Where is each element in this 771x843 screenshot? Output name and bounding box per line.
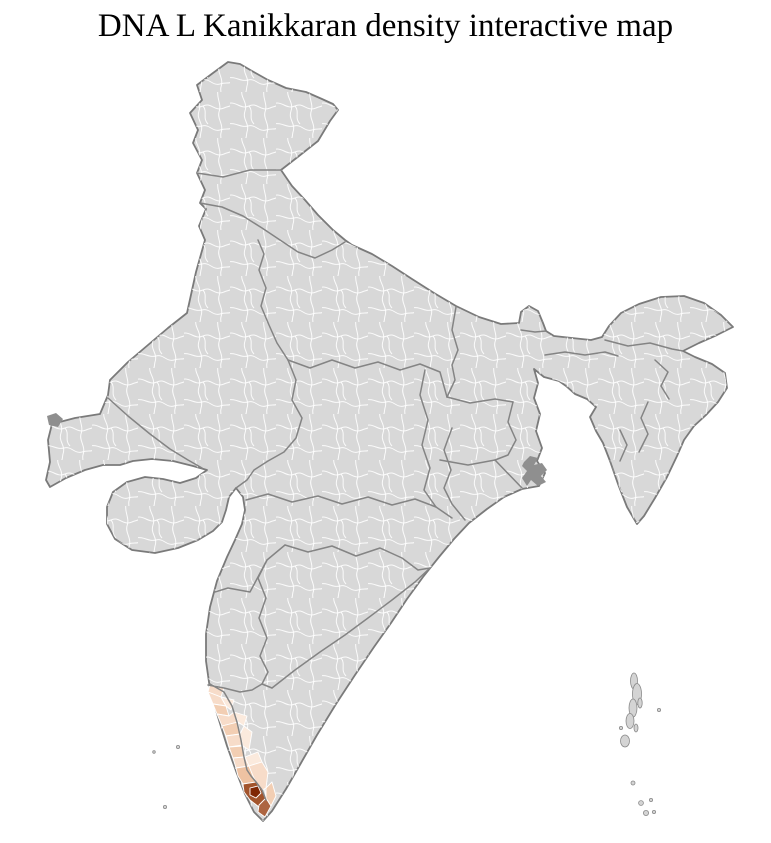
state-borders <box>107 169 684 689</box>
island-shape <box>630 780 636 786</box>
map-title: DNA L Kanikkaran density interactive map <box>97 8 674 44</box>
island-shape <box>638 800 644 806</box>
andaman-nicobar-islands[interactable] <box>619 672 662 817</box>
delta-patches <box>47 413 547 486</box>
sundarbans-delta <box>522 456 547 486</box>
island-shape <box>619 726 624 731</box>
density-district[interactable] <box>220 696 235 711</box>
kutch-marsh-patch <box>47 413 63 427</box>
density-district[interactable] <box>239 725 253 751</box>
island-shape <box>637 697 643 709</box>
island-shape <box>657 708 662 713</box>
kerala-top-state-border <box>207 683 273 693</box>
island-shape <box>152 750 156 754</box>
density-district-highest[interactable] <box>249 785 262 799</box>
island-shape <box>649 798 654 803</box>
ghats-state-border <box>209 683 267 801</box>
island-shape <box>625 713 635 729</box>
density-district[interactable] <box>257 797 272 818</box>
density-district[interactable] <box>265 781 277 807</box>
island-shape <box>162 805 167 810</box>
island-shape <box>175 745 180 750</box>
island-shape <box>652 810 657 815</box>
island-shape <box>633 723 639 733</box>
density-district[interactable] <box>248 761 269 791</box>
lakshadweep-islands[interactable] <box>152 745 180 810</box>
island-shape <box>643 810 650 817</box>
density-districts <box>207 683 277 818</box>
island-shape <box>620 734 630 748</box>
